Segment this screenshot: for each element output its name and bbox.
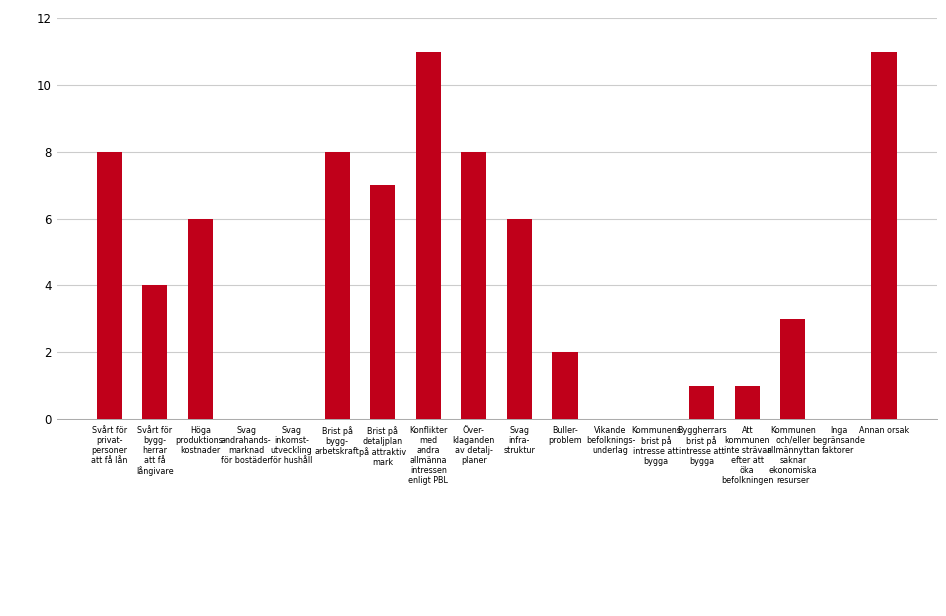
Bar — [871, 52, 897, 419]
Bar — [552, 352, 578, 419]
Bar — [462, 152, 486, 419]
Bar — [96, 152, 122, 419]
Bar — [780, 318, 805, 419]
Bar — [690, 386, 714, 419]
Bar — [507, 219, 532, 419]
Bar — [415, 52, 441, 419]
Bar — [370, 185, 395, 419]
Bar — [188, 219, 213, 419]
Bar — [324, 152, 350, 419]
Bar — [735, 386, 760, 419]
Bar — [142, 285, 167, 419]
